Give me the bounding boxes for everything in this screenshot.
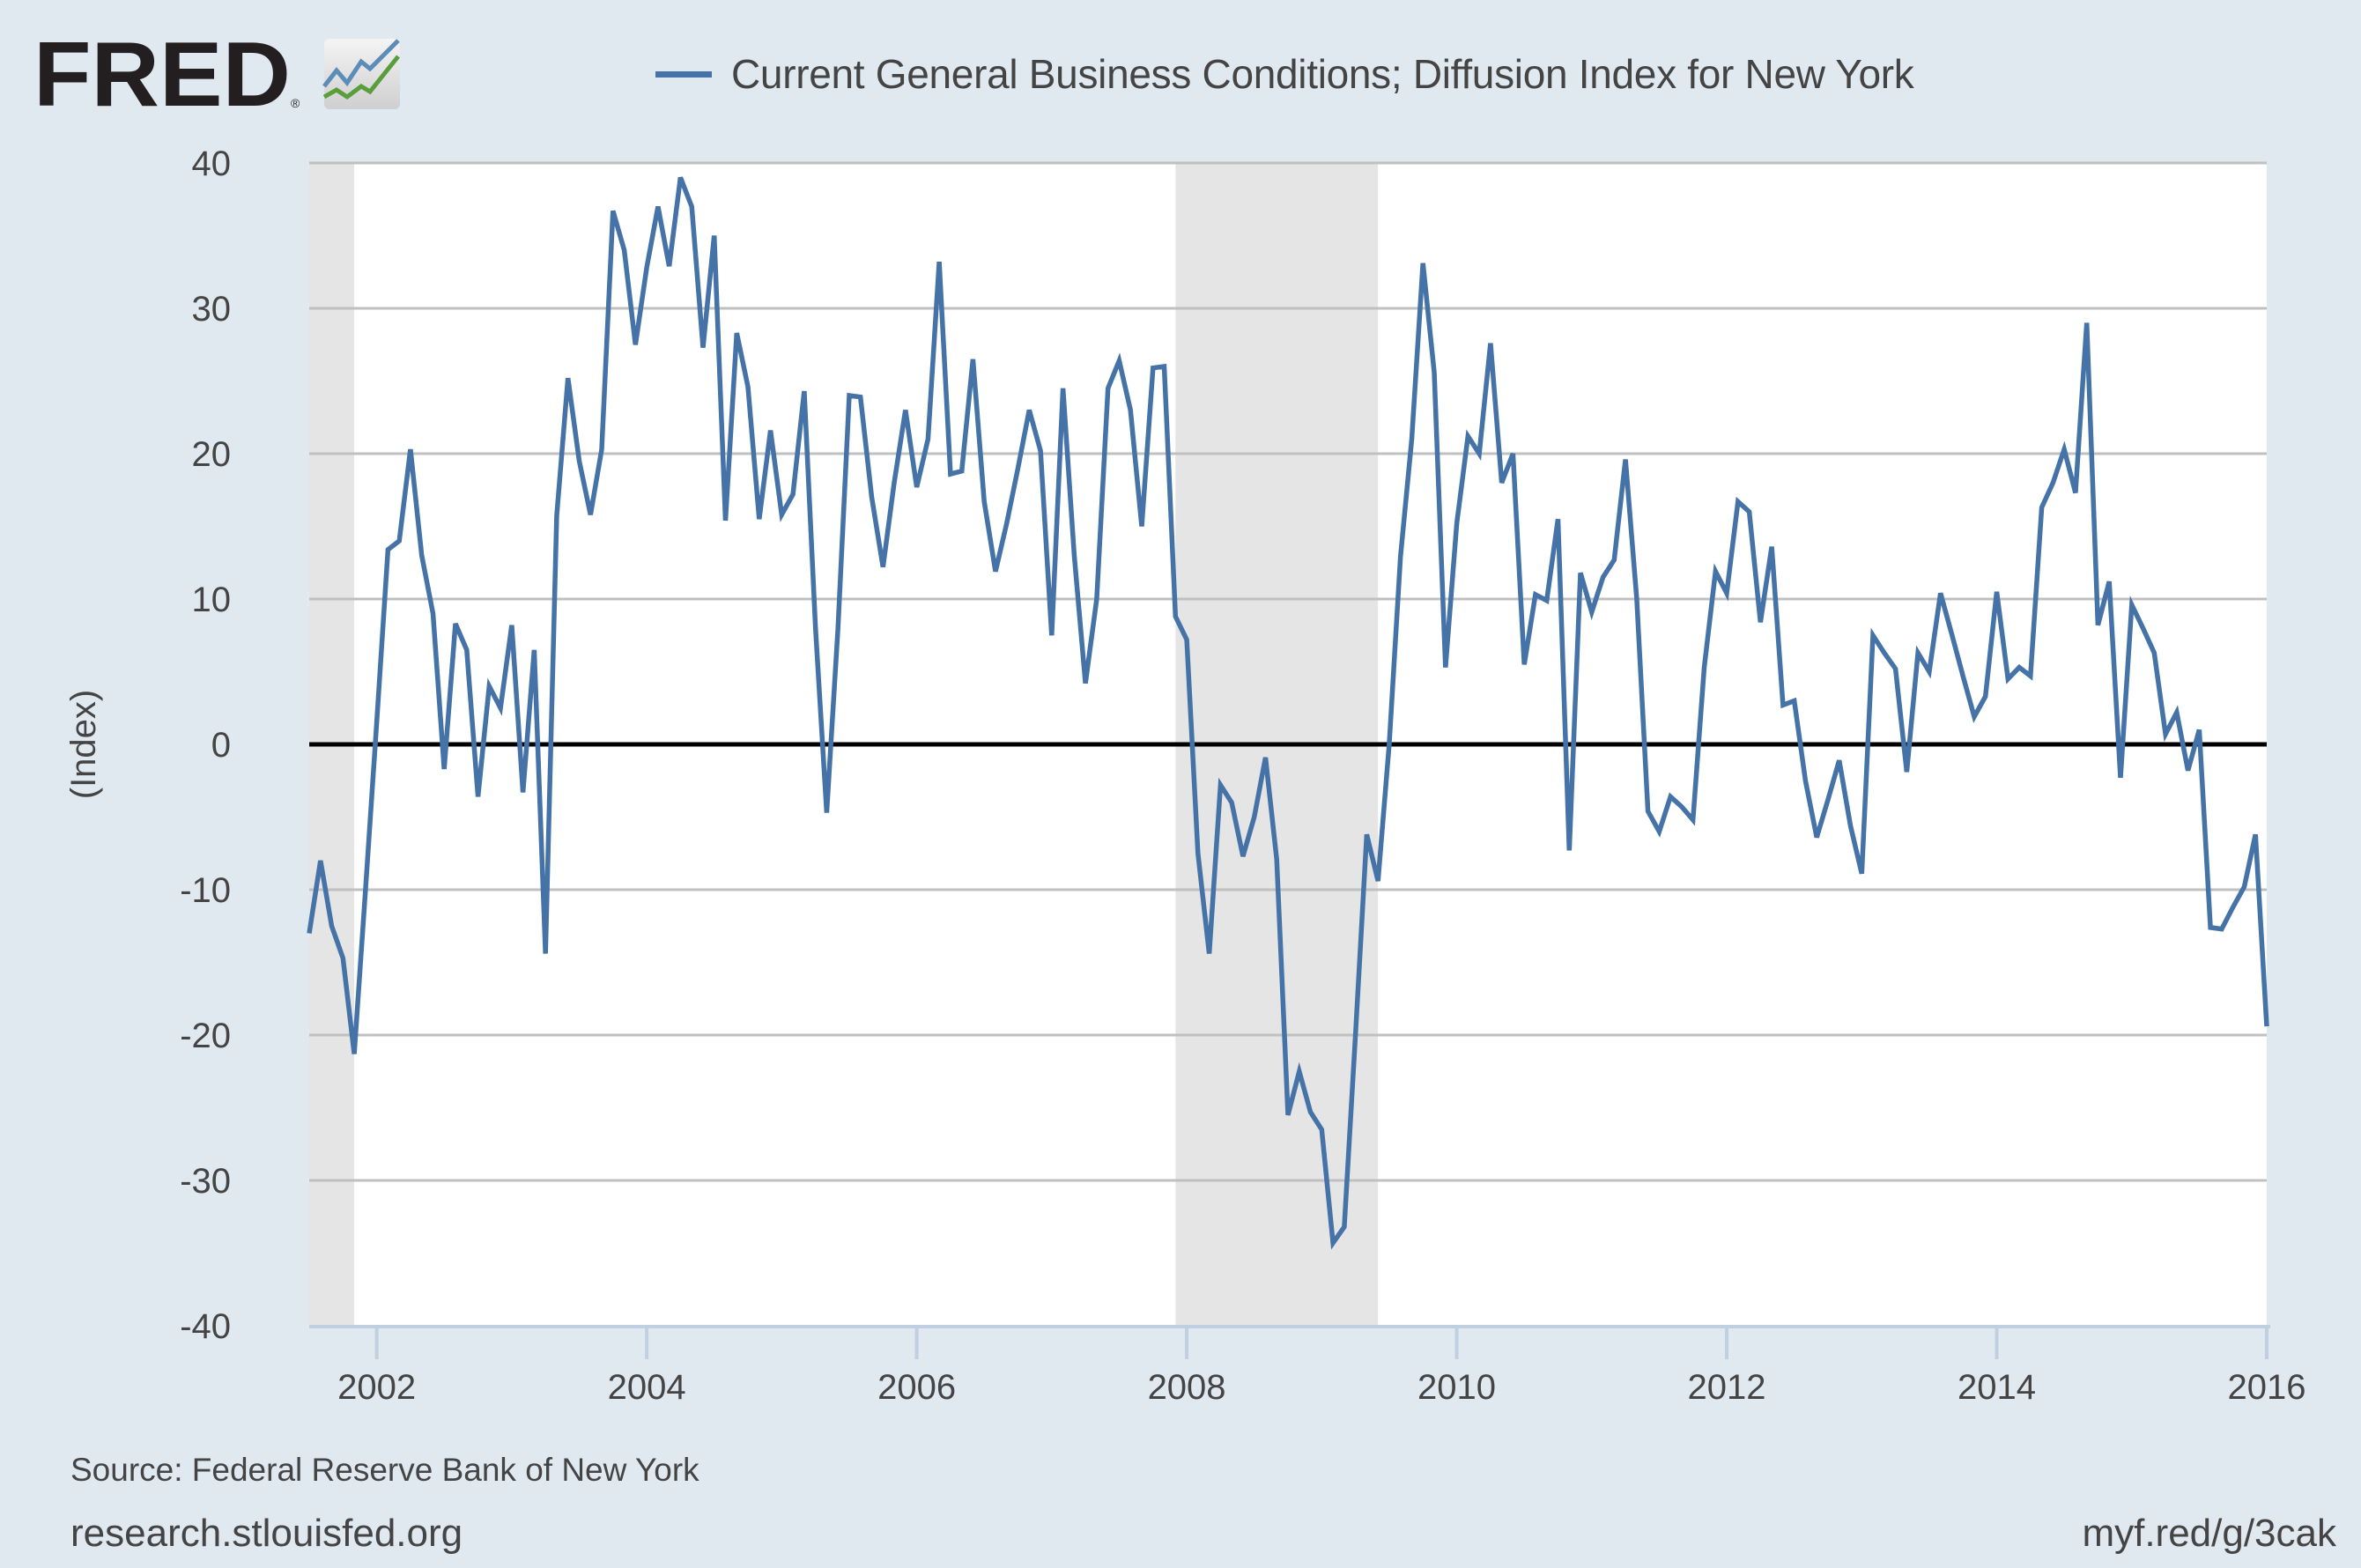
x-tick-label: 2008	[1148, 1368, 1226, 1407]
fred-logo-graphic: FRED ®	[33, 24, 400, 126]
legend-label: Current General Business Conditions; Dif…	[731, 51, 1914, 97]
x-tick-label: 2010	[1417, 1368, 1496, 1407]
y-tick-label: 40	[192, 144, 232, 183]
x-tick-label: 2012	[1688, 1368, 1766, 1407]
source-note: Source: Federal Reserve Bank of New York	[70, 1452, 699, 1488]
x-tick-label: 2002	[337, 1368, 416, 1407]
site-link[interactable]: research.stlouisfed.org	[70, 1512, 463, 1555]
x-tick-label: 2016	[2228, 1368, 2306, 1407]
x-tick-label: 2006	[877, 1368, 956, 1407]
x-tick-label: 2004	[608, 1368, 686, 1407]
chart-trend-icon	[322, 39, 400, 109]
legend-swatch	[655, 70, 712, 78]
y-axis-label: (Index)	[64, 690, 103, 800]
y-tick-label: -10	[180, 871, 231, 910]
y-tick-label: 20	[192, 435, 232, 474]
y-tick-label: -40	[180, 1307, 231, 1346]
series-line	[307, 176, 2269, 1250]
fred-logo[interactable]: FRED ®	[33, 24, 412, 126]
chart-legend: Current General Business Conditions; Dif…	[655, 46, 1914, 102]
y-tick-label: 0	[211, 726, 231, 765]
x-tick-label: 2014	[1958, 1368, 2036, 1407]
y-tick-label: -20	[180, 1017, 231, 1055]
registered-mark: ®	[291, 96, 300, 110]
y-tick-label: 30	[192, 290, 232, 329]
logo-wordmark: FRED	[33, 33, 291, 113]
short-link[interactable]: myf.red/g/3cak	[2082, 1512, 2336, 1555]
y-tick-label: 10	[192, 581, 232, 619]
y-tick-label: -30	[180, 1162, 231, 1201]
